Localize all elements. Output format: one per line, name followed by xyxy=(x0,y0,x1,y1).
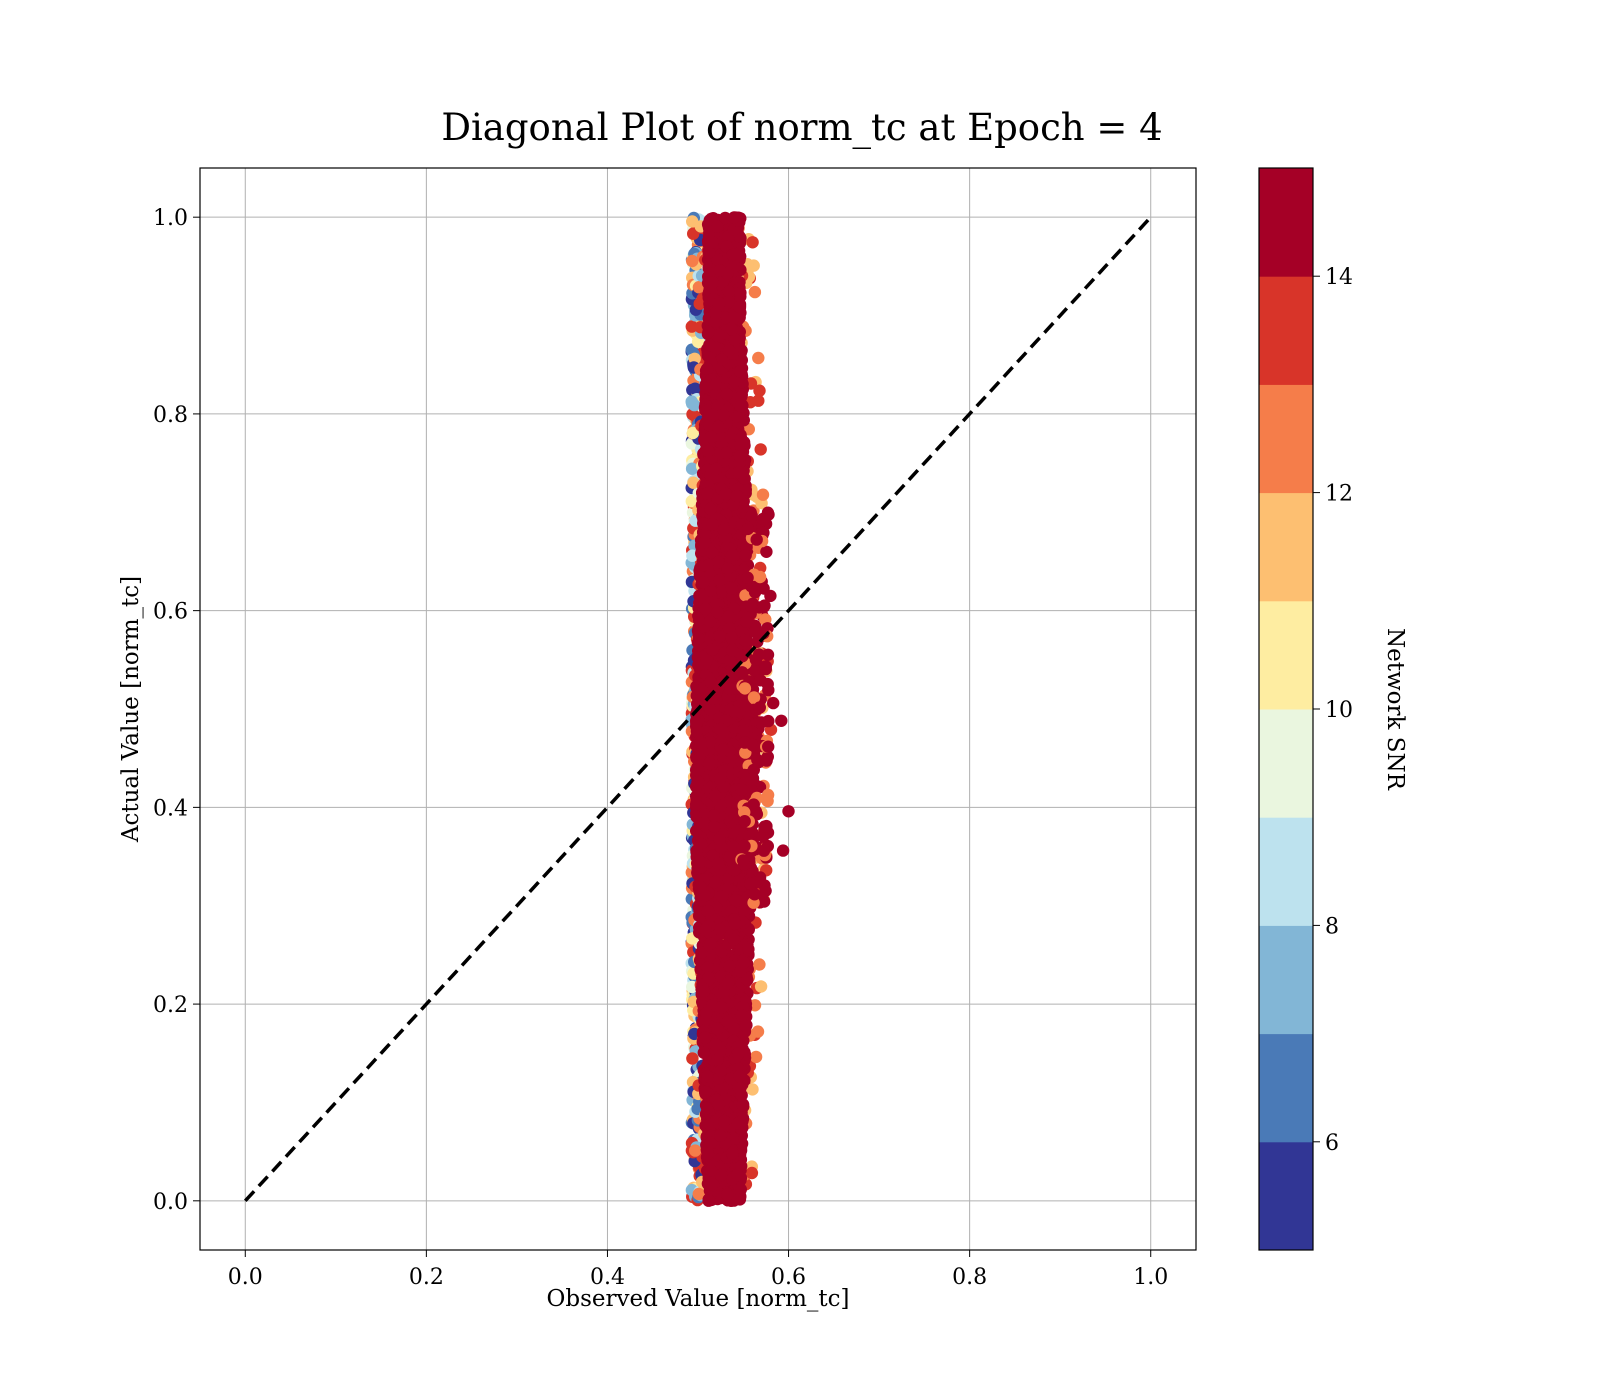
chart-title: Diagonal Plot of norm_tc at Epoch = 4 xyxy=(441,106,1162,150)
scatter-point xyxy=(756,488,770,501)
scatter-point xyxy=(712,328,726,342)
scatter-point xyxy=(693,297,706,310)
scatter-point xyxy=(729,893,742,907)
scatter-point xyxy=(699,602,712,616)
scatter-point xyxy=(754,980,768,993)
scatter-point xyxy=(722,621,736,635)
scatter-point xyxy=(688,382,702,395)
scatter-point xyxy=(731,1117,745,1130)
scatter-point xyxy=(701,487,714,500)
scatter-point xyxy=(703,615,717,628)
scatter-point xyxy=(754,443,767,456)
scatter-point xyxy=(688,398,701,412)
scatter-point xyxy=(685,495,698,508)
scatter-point xyxy=(686,426,700,440)
scatter-point xyxy=(695,588,708,602)
scatter-point xyxy=(686,254,699,268)
scatter-point xyxy=(690,798,703,811)
scatter-point xyxy=(746,236,759,249)
scatter-point xyxy=(713,772,727,786)
scatter-point xyxy=(753,384,766,397)
scatter-point xyxy=(753,958,766,971)
scatter-point xyxy=(692,632,705,645)
scatter-point xyxy=(702,1194,715,1207)
scatter-point xyxy=(692,1187,705,1201)
scatter-point xyxy=(705,1164,718,1177)
scatter-point xyxy=(699,1085,712,1099)
scatter-point xyxy=(728,333,741,346)
scatter-point xyxy=(704,703,717,716)
scatter-point xyxy=(695,946,708,959)
scatter-point xyxy=(686,1052,699,1065)
scatter-point xyxy=(748,285,762,299)
scatter-point xyxy=(700,362,714,376)
scatter-point xyxy=(706,643,719,656)
scatter-point xyxy=(700,1101,714,1115)
scatter-point xyxy=(745,1166,759,1180)
scatter-point xyxy=(736,1099,749,1112)
scatter-point xyxy=(701,961,714,974)
scatter-point xyxy=(733,450,747,463)
scatter-point xyxy=(693,614,706,627)
scatter-point xyxy=(685,462,699,475)
scatter-point xyxy=(689,1144,702,1157)
scatter-point xyxy=(746,1083,759,1096)
scatter-point xyxy=(711,606,724,619)
scatter-point xyxy=(690,844,703,857)
scatter-point xyxy=(722,285,736,298)
scatter-point xyxy=(749,1050,763,1064)
scatter-point xyxy=(723,653,736,667)
scatter-point xyxy=(716,584,729,598)
scatter-point xyxy=(690,824,703,838)
scatter-points xyxy=(685,211,795,1208)
scatter-point xyxy=(714,1168,728,1182)
scatter-point xyxy=(687,476,700,489)
scatter-point xyxy=(685,320,698,333)
scatter-point xyxy=(752,351,765,365)
scatter-point xyxy=(738,904,751,917)
scatter-point xyxy=(725,631,738,644)
scatter-point xyxy=(719,211,732,225)
